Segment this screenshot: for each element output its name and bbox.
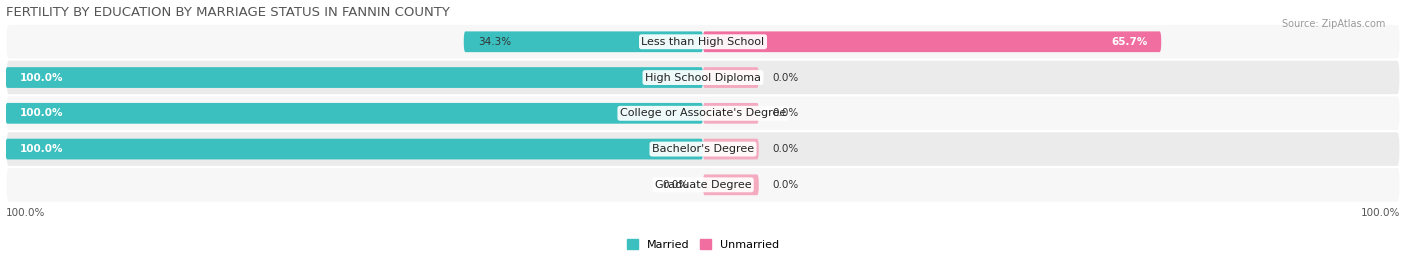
Text: Less than High School: Less than High School [641,37,765,47]
Text: 0.0%: 0.0% [773,144,799,154]
FancyBboxPatch shape [6,103,703,124]
FancyBboxPatch shape [6,67,703,88]
FancyBboxPatch shape [703,175,759,195]
Text: 100.0%: 100.0% [20,144,63,154]
Text: 0.0%: 0.0% [773,73,799,83]
FancyBboxPatch shape [6,131,1400,167]
Text: 0.0%: 0.0% [662,180,689,190]
Text: Bachelor's Degree: Bachelor's Degree [652,144,754,154]
FancyBboxPatch shape [6,24,1400,60]
FancyBboxPatch shape [6,60,1400,95]
FancyBboxPatch shape [6,167,1400,203]
FancyBboxPatch shape [703,139,759,160]
Text: FERTILITY BY EDUCATION BY MARRIAGE STATUS IN FANNIN COUNTY: FERTILITY BY EDUCATION BY MARRIAGE STATU… [6,6,450,19]
Text: 65.7%: 65.7% [1111,37,1147,47]
Text: 100.0%: 100.0% [1361,208,1400,218]
Legend: Married, Unmarried: Married, Unmarried [621,235,785,254]
Text: 100.0%: 100.0% [20,108,63,118]
Text: College or Associate's Degree: College or Associate's Degree [620,108,786,118]
FancyBboxPatch shape [6,139,703,160]
Text: 0.0%: 0.0% [773,108,799,118]
Text: High School Diploma: High School Diploma [645,73,761,83]
Text: 0.0%: 0.0% [773,180,799,190]
Text: 34.3%: 34.3% [478,37,510,47]
Text: Source: ZipAtlas.com: Source: ZipAtlas.com [1281,19,1385,29]
FancyBboxPatch shape [703,103,759,124]
FancyBboxPatch shape [703,31,1161,52]
Text: 100.0%: 100.0% [6,208,45,218]
Text: 100.0%: 100.0% [20,73,63,83]
FancyBboxPatch shape [703,67,759,88]
FancyBboxPatch shape [464,31,703,52]
Text: Graduate Degree: Graduate Degree [655,180,751,190]
FancyBboxPatch shape [6,95,1400,131]
